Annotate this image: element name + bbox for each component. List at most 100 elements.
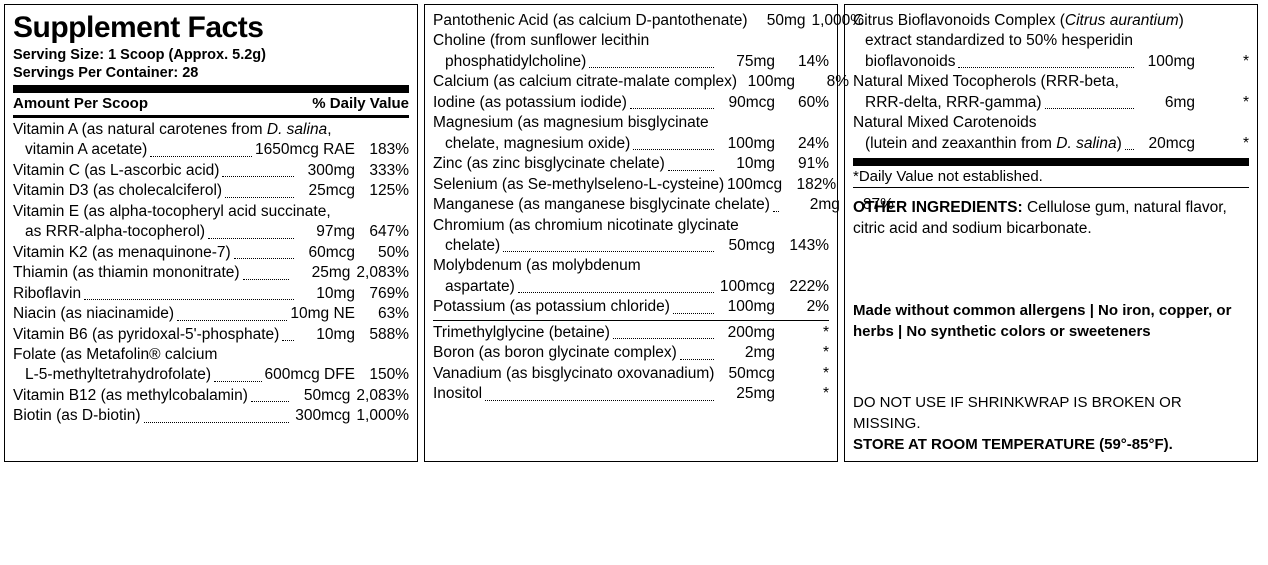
store-line-2: STORE AT ROOM TEMPERATURE (59°-85°F). xyxy=(853,434,1249,455)
nutrient-name-cont: chelate, magnesium oxide) xyxy=(433,134,630,154)
leader-dots xyxy=(673,313,714,314)
leader-dots xyxy=(208,238,294,239)
leader-dots xyxy=(1125,149,1134,150)
nutrient-dv: 63% xyxy=(361,304,409,324)
divider-hair xyxy=(853,187,1249,188)
divider-thin xyxy=(13,115,409,118)
nutrient-row: Selenium (as Se-methylseleno-L-cysteine)… xyxy=(433,175,829,195)
nutrient-row: Inositol25mg* xyxy=(433,384,829,404)
leader-dots xyxy=(84,299,294,300)
nutrient-dv: 150% xyxy=(361,365,409,385)
leader-dots xyxy=(518,292,714,293)
nutrient-row: Folate (as Metafolin® calcium xyxy=(13,345,409,365)
nutrient-amount: 97mg xyxy=(297,222,361,242)
nutrient-dv: 2,083% xyxy=(356,263,409,283)
nutrient-amount: 60mcg xyxy=(297,243,361,263)
nutrient-name: Vitamin K2 (as menaquinone-7) xyxy=(13,243,231,263)
nutrient-dv: 2,083% xyxy=(356,386,409,406)
nutrient-name: Thiamin (as thiamin mononitrate) xyxy=(13,263,240,283)
leader-dots xyxy=(214,381,261,382)
nutrient-row: Vitamin A (as natural carotenes from D. … xyxy=(13,120,409,140)
nutrient-amount: 1650mcg RAE xyxy=(255,140,361,160)
leader-dots xyxy=(503,251,714,252)
nutrient-name: Molybdenum (as molybdenum xyxy=(433,256,641,276)
leader-dots xyxy=(144,422,290,423)
nutrient-amount: 200mg xyxy=(717,323,781,343)
leader-dots xyxy=(668,170,714,171)
nutrient-row: as RRR-alpha-tocopherol)97mg647% xyxy=(13,222,409,242)
nutrient-dv: 1,000% xyxy=(356,406,409,426)
nutrient-dv: 333% xyxy=(361,161,409,181)
nutrient-name-cont: vitamin A acetate) xyxy=(13,140,147,160)
nutrient-dv: * xyxy=(781,323,829,343)
nutrient-name: Manganese (as manganese bisglycinate che… xyxy=(433,195,770,215)
nutrient-name: Calcium (as calcium citrate-malate compl… xyxy=(433,72,737,92)
nutrient-row: Trimethylglycine (betaine)200mg* xyxy=(433,323,829,343)
supplement-facts-panel: Supplement Facts Serving Size: 1 Scoop (… xyxy=(0,0,1268,466)
nutrient-dv: * xyxy=(1201,134,1249,154)
column-3: Citrus Bioflavonoids Complex (Citrus aur… xyxy=(844,4,1258,462)
nutrient-name: Niacin (as niacinamide) xyxy=(13,304,174,324)
leader-dots xyxy=(613,338,714,339)
nutrient-row: chelate)50mcg143% xyxy=(433,236,829,256)
nutrient-dv: * xyxy=(1201,93,1249,113)
nutrient-dv: 2% xyxy=(781,297,829,317)
nutrient-amount: 100mg xyxy=(1137,52,1201,72)
nutrient-amount: 100mcg xyxy=(724,175,788,195)
nutrient-name: Riboflavin xyxy=(13,284,81,304)
nutrient-row: Riboflavin10mg769% xyxy=(13,284,409,304)
nutrient-row: Biotin (as D-biotin)300mcg1,000% xyxy=(13,406,409,426)
leader-dots xyxy=(589,67,714,68)
nutrient-name: Iodine (as potassium iodide) xyxy=(433,93,627,113)
nutrient-name: Folate (as Metafolin® calcium xyxy=(13,345,217,365)
nutrient-amount: 50mcg xyxy=(292,386,356,406)
leader-dots xyxy=(150,156,252,157)
storage-instructions: DO NOT USE IF SHRINKWRAP IS BROKEN OR MI… xyxy=(853,392,1249,455)
nutrient-name: Inositol xyxy=(433,384,482,404)
nutrient-amount: 2mg xyxy=(782,195,846,215)
nutrient-row: bioflavonoids100mg* xyxy=(853,52,1249,72)
panel-title: Supplement Facts xyxy=(13,11,409,45)
nutrient-amount: 10mg xyxy=(717,154,781,174)
nutrient-name-cont: bioflavonoids xyxy=(853,52,955,72)
nutrient-dv: 14% xyxy=(781,52,829,72)
nutrient-dv: * xyxy=(781,343,829,363)
divider-hair xyxy=(433,320,829,321)
nutrient-name: Potassium (as potassium chloride) xyxy=(433,297,670,317)
nutrient-row: Thiamin (as thiamin mononitrate)25mg2,08… xyxy=(13,263,409,283)
other-ingredients-label: OTHER INGREDIENTS: xyxy=(853,199,1023,216)
nutrient-amount: 50mcg xyxy=(717,236,781,256)
dv-note: *Daily Value not established. xyxy=(853,168,1249,185)
leader-dots xyxy=(630,108,714,109)
header-left: Amount Per Scoop xyxy=(13,95,148,112)
nutrient-row: Calcium (as calcium citrate-malate compl… xyxy=(433,72,829,92)
nutrient-name: Vitamin B6 (as pyridoxal-5'-phosphate) xyxy=(13,325,279,345)
table-header: Amount Per Scoop % Daily Value xyxy=(13,95,409,112)
leader-dots xyxy=(633,149,714,150)
leader-dots xyxy=(485,400,714,401)
leader-dots xyxy=(177,320,287,321)
nutrient-amount: 100mg xyxy=(717,134,781,154)
nutrient-dv: 143% xyxy=(781,236,829,256)
nutrient-dv: 60% xyxy=(781,93,829,113)
nutrient-name: Zinc (as zinc bisglycinate chelate) xyxy=(433,154,665,174)
leader-dots xyxy=(680,359,714,360)
column-2: Pantothenic Acid (as calcium D-pantothen… xyxy=(424,4,838,462)
column-1: Supplement Facts Serving Size: 1 Scoop (… xyxy=(4,4,418,462)
nutrient-row: RRR-delta, RRR-gamma)6mg* xyxy=(853,93,1249,113)
leader-dots xyxy=(234,258,294,259)
nutrient-amount: 50mg xyxy=(747,11,811,31)
nutrient-row: Vanadium (as bisglycinato oxovanadium)50… xyxy=(433,364,829,384)
leader-dots xyxy=(282,340,294,341)
nutrient-amount: 100mg xyxy=(737,72,801,92)
nutrient-row: Niacin (as niacinamide)10mg NE63% xyxy=(13,304,409,324)
servings-per-container: Servings Per Container: 28 xyxy=(13,65,409,81)
nutrient-name-cont: as RRR-alpha-tocopherol) xyxy=(13,222,205,242)
nutrient-name: Vitamin A (as natural carotenes from D. … xyxy=(13,120,332,140)
nutrient-row: Molybdenum (as molybdenum xyxy=(433,256,829,276)
nutrient-dv: 24% xyxy=(781,134,829,154)
nutrient-dv: 222% xyxy=(781,277,829,297)
nutrient-row: Vitamin B12 (as methylcobalamin)50mcg2,0… xyxy=(13,386,409,406)
nutrient-name: Choline (from sunflower lecithin xyxy=(433,31,649,51)
nutrient-dv: 769% xyxy=(361,284,409,304)
